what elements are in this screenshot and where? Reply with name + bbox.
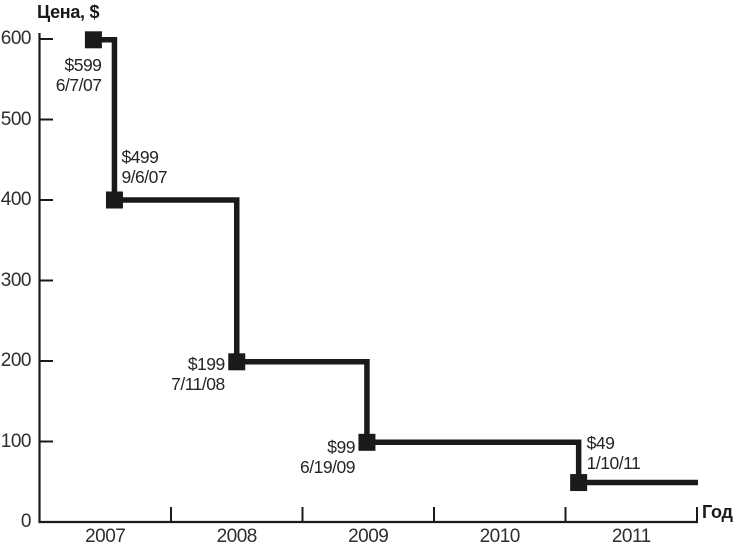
price-annotation: $499 9/6/07 <box>121 147 167 187</box>
x-year-label: 2010 <box>479 526 521 547</box>
x-year-label: 2007 <box>85 526 126 547</box>
price-annotation: $99 6/19/09 <box>300 437 355 477</box>
y-tick-label: 200 <box>0 350 32 371</box>
price-annotation: $599 6/7/07 <box>56 55 102 95</box>
price-point-marker <box>105 191 123 209</box>
annotation-date: 1/10/11 <box>586 452 641 473</box>
y-tick-label: 400 <box>0 189 32 210</box>
annotation-price: $499 <box>121 147 159 167</box>
y-tick-label: 100 <box>0 430 32 452</box>
price-annotation: $49 1/10/11 <box>587 433 641 473</box>
y-tick-label: 500 <box>0 108 32 130</box>
y-tick-label: 0 <box>20 511 32 532</box>
annotation-date: 6/19/09 <box>300 457 355 478</box>
x-year-label: 2011 <box>611 526 651 547</box>
annotation-price: $199 <box>187 353 225 374</box>
annotation-price: $599 <box>64 54 102 75</box>
annotation-date: 7/11/08 <box>171 373 225 394</box>
price-annotation: $199 7/11/08 <box>171 354 225 394</box>
annotation-date: 6/7/07 <box>55 74 102 95</box>
price-point-marker <box>228 353 246 371</box>
price-point-marker <box>570 474 588 492</box>
y-tick-label: 300 <box>0 269 32 291</box>
x-axis-title: Год <box>702 502 733 522</box>
y-tick-label: 600 <box>0 28 32 49</box>
annotation-price: $49 <box>586 432 615 453</box>
annotation-date: 9/6/07 <box>121 167 168 187</box>
annotation-price: $99 <box>327 437 355 458</box>
x-year-label: 2008 <box>216 526 258 547</box>
price-point-marker <box>84 31 102 49</box>
price-point-marker <box>358 433 376 451</box>
y-axis-title: Цена, $ <box>37 2 100 22</box>
price-step-line <box>93 37 698 486</box>
x-year-label: 2009 <box>348 526 389 547</box>
